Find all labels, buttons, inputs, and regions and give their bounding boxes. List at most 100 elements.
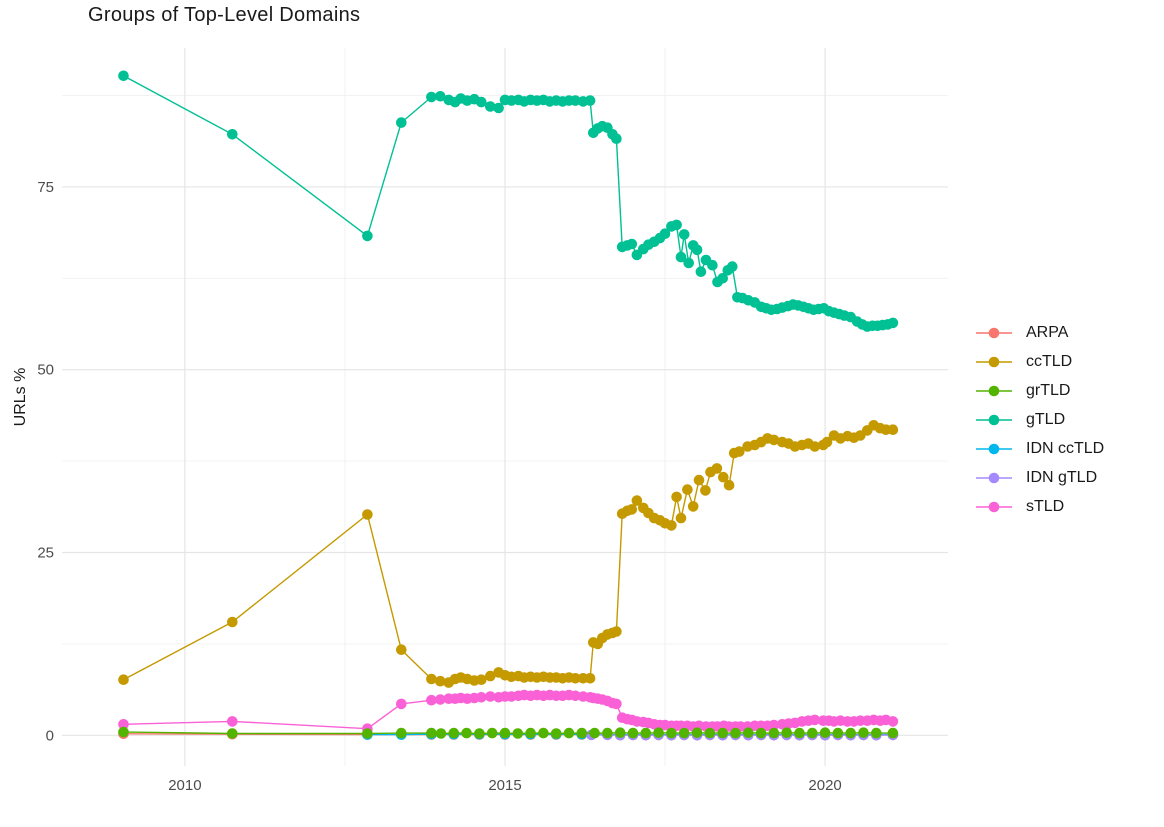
- data-point-grtld: [794, 727, 805, 739]
- legend-key-dot: [988, 472, 1000, 483]
- legend-key-dot: [988, 356, 1000, 367]
- data-point-grtld: [563, 727, 575, 739]
- legend-key-icon: [976, 443, 1012, 454]
- legend-key-icon: [976, 414, 1012, 425]
- data-point-grtld: [426, 727, 437, 739]
- data-point-gtld: [426, 91, 437, 103]
- y-tick-label: 50: [37, 362, 54, 379]
- data-point-gtld: [611, 133, 622, 144]
- legend-key-dot: [988, 327, 1000, 338]
- data-point-cctld: [809, 441, 821, 452]
- data-point-grtld: [871, 727, 882, 739]
- data-point-grtld: [845, 727, 856, 739]
- data-point-cctld: [584, 673, 596, 684]
- data-point-grtld: [538, 727, 549, 739]
- legend-key-dot: [988, 443, 1000, 454]
- legend-label: IDN ccTLD: [1026, 439, 1105, 457]
- legend-label: IDN gTLD: [1026, 468, 1098, 486]
- data-point-grtld: [362, 728, 373, 739]
- data-point-stld: [887, 716, 899, 727]
- data-point-grtld: [461, 727, 472, 739]
- data-point-gtld: [727, 261, 738, 272]
- data-point-stld: [435, 694, 446, 705]
- data-point-grtld: [781, 727, 792, 738]
- data-point-gtld: [435, 91, 446, 102]
- data-point-grtld: [832, 727, 844, 739]
- legend-label: grTLD: [1026, 381, 1071, 399]
- data-point-grtld: [807, 727, 818, 739]
- data-point-gtld: [570, 95, 581, 106]
- data-point-gtld: [717, 273, 728, 284]
- legend-item-grtld: grTLD: [974, 376, 1104, 405]
- data-point-gtld: [476, 96, 487, 108]
- y-tick-label: 0: [46, 727, 54, 744]
- legend-label: sTLD: [1026, 497, 1065, 515]
- data-point-grtld: [755, 727, 767, 739]
- data-point-grtld: [887, 727, 899, 739]
- legend-item-cctld: ccTLD: [974, 347, 1104, 376]
- data-point-grtld: [691, 727, 703, 738]
- data-point-grtld: [396, 727, 407, 739]
- data-point-cctld: [118, 674, 129, 685]
- data-point-stld: [485, 691, 496, 702]
- legend-key-icon: [976, 472, 1012, 483]
- data-point-cctld: [626, 504, 638, 515]
- data-point-cctld: [611, 626, 622, 637]
- data-point-stld: [570, 690, 581, 702]
- data-point-cctld: [887, 424, 899, 436]
- data-point-cctld: [435, 675, 446, 687]
- data-point-stld: [768, 719, 780, 731]
- chart-title: Groups of Top-Level Domains: [88, 4, 361, 26]
- data-point-grtld: [576, 727, 588, 739]
- data-point-cctld: [666, 520, 677, 531]
- data-point-cctld: [723, 479, 735, 491]
- data-point-cctld: [485, 670, 496, 682]
- data-point-cctld: [768, 434, 780, 446]
- data-point-gtld: [683, 257, 694, 269]
- legend-key-icon: [976, 327, 1012, 338]
- data-point-stld: [396, 698, 407, 710]
- legend-key-icon: [976, 501, 1012, 512]
- data-point-gtld: [671, 219, 682, 231]
- data-point-stld: [426, 694, 437, 706]
- legend-key-dot: [988, 501, 1000, 512]
- data-point-stld: [611, 698, 622, 710]
- legend-item-stld: sTLD: [974, 492, 1104, 521]
- data-point-grtld: [640, 727, 652, 739]
- data-point-gtld: [887, 317, 899, 329]
- data-point-cctld: [734, 446, 745, 457]
- data-point-stld: [118, 719, 129, 730]
- data-point-cctld: [687, 501, 699, 512]
- data-point-grtld: [448, 727, 460, 739]
- data-point-cctld: [362, 509, 373, 520]
- legend-key-icon: [976, 356, 1012, 367]
- legend-label: gTLD: [1026, 410, 1066, 428]
- data-point-gtld: [493, 102, 504, 114]
- data-point-cctld: [671, 491, 682, 503]
- y-tick-label: 25: [37, 545, 54, 562]
- data-point-grtld: [768, 727, 780, 739]
- data-point-gtld: [695, 266, 707, 278]
- data-point-cctld: [821, 436, 833, 448]
- y-tick-label: 75: [37, 179, 54, 196]
- data-point-gtld: [707, 259, 718, 271]
- data-point-grtld: [717, 727, 728, 739]
- legend-item-idn-cctld: IDN ccTLD: [974, 434, 1104, 463]
- data-point-gtld: [675, 251, 687, 263]
- data-point-gtld: [485, 101, 496, 112]
- x-tick-label: 2020: [808, 777, 841, 794]
- data-point-cctld: [682, 484, 693, 495]
- data-point-grtld: [486, 727, 498, 739]
- data-point-gtld: [396, 117, 407, 128]
- data-point-grtld: [118, 726, 129, 738]
- legend-item-gtld: gTLD: [974, 405, 1104, 434]
- data-point-cctld: [631, 495, 643, 506]
- data-point-grtld: [653, 727, 664, 738]
- legend-key-dot: [988, 414, 1000, 425]
- data-point-grtld: [512, 728, 524, 739]
- data-point-cctld: [718, 471, 729, 483]
- legend-label: ccTLD: [1026, 352, 1073, 370]
- data-point-grtld: [227, 728, 238, 739]
- legend-item-idn-gtld: IDN gTLD: [974, 463, 1104, 492]
